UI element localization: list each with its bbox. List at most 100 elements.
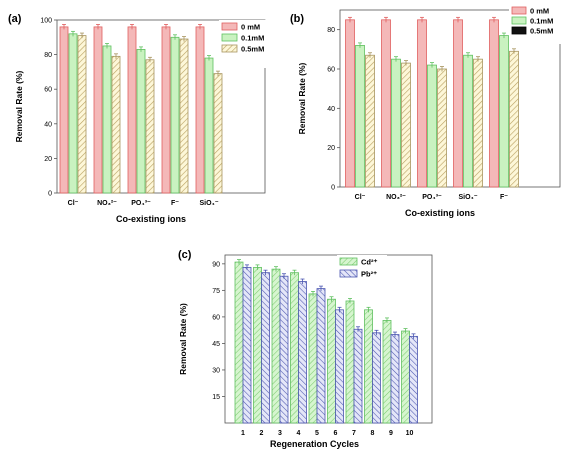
panel3-legend-label-0: Cd²⁺: [361, 258, 377, 267]
panel1-xtick-label: SiO₄⁻: [199, 200, 218, 207]
panel3-bar-Cd-9: [401, 330, 410, 424]
panel1-xlabel: Co-existing ions: [116, 214, 186, 224]
panel2-legend-label-2: 0.5mM: [530, 27, 553, 36]
panel1-bar-0.5mM-0: [77, 35, 87, 194]
panel1-ytick-label: 0: [48, 191, 52, 198]
panel3-bar-Pb-4: [316, 288, 326, 424]
panel3-bar-Cd-2: [271, 268, 281, 424]
panel2-bar-0.1mM-0: [355, 45, 365, 188]
panel2-bar-0.1mM-4: [499, 35, 509, 188]
panel2-ytick-label: 20: [327, 145, 335, 152]
panel3-ytick-label: 60: [212, 314, 220, 321]
panel2-legend-label-1: 0.1mM: [530, 17, 553, 26]
panel3-xtick-label: 4: [297, 430, 301, 437]
panel3-xlabel: Regeneration Cycles: [270, 439, 359, 449]
panel3-bar-Pb-2: [279, 275, 289, 424]
panel3-bar-Cd-4: [308, 293, 318, 424]
panel1-bar-0mM-2: [127, 26, 137, 194]
panel3-ylabel: Removal Rate (%): [178, 303, 188, 375]
panel1-bar-0.1mM-0: [68, 33, 78, 194]
panel1-bar-0.1mM-4: [204, 57, 214, 194]
panel1-bar-0mM-4: [195, 26, 205, 194]
panel3-xtick-label: 8: [371, 430, 375, 437]
panel3-ytick-label: 15: [212, 394, 220, 401]
panel2-bar-0.1mM-1: [391, 58, 401, 188]
panel1-bar-0.5mM-4: [213, 73, 223, 194]
panel2-frame: [339, 9, 561, 188]
panel2-ytick-label: 80: [327, 27, 335, 34]
panel2-bar-0mM-2: [417, 19, 427, 188]
panel2-ytick-label: 60: [327, 67, 335, 74]
panel3-bar-Pb-9: [409, 335, 418, 424]
panel2-xtick-label: Cl⁻: [355, 194, 366, 201]
panel1-bar-0.5mM-2: [145, 59, 155, 194]
panel3-bar-Pb-7: [372, 332, 381, 424]
panel2-ytick-label: 0: [331, 185, 335, 192]
panel2-legend-swatch-2: [511, 26, 527, 35]
panel3-bar-Pb-8: [390, 334, 400, 424]
panel1-ytick-label: 60: [44, 87, 52, 94]
panel3-xtick-label: 1: [241, 430, 245, 437]
panel1-legend-swatch-2: [221, 44, 238, 53]
panel1-legend-label-2: 0.5mM: [241, 45, 264, 54]
panel1-legend-swatch-1: [221, 33, 238, 42]
panel1-bar-0mM-3: [161, 26, 171, 194]
panel3-legend-swatch-1: [339, 269, 358, 278]
panel3-bar-Pb-5: [335, 309, 344, 424]
panel2-xtick-label: NO₃²⁻: [386, 194, 406, 201]
panel3-legend-label-1: Pb²⁺: [361, 270, 377, 279]
panel2-ytick-label: 40: [327, 106, 335, 113]
panel2-bar-0.5mM-2: [437, 68, 447, 188]
panel3-bar-Pb-1: [261, 272, 270, 424]
panel1-bar-0mM-0: [59, 26, 69, 194]
panel2-legend-label-0: 0 mM: [530, 7, 549, 16]
panel2-bar-0mM-0: [345, 19, 355, 188]
panel2-bar-0.5mM-1: [401, 62, 411, 188]
panel2-xlabel: Co-existing ions: [405, 208, 475, 218]
panel2-legend-swatch-1: [511, 16, 527, 25]
panel2-xtick-label: PO₄³⁻: [422, 194, 442, 201]
panel1-xtick-label: PO₄³⁻: [131, 200, 151, 207]
panel1-ylabel: Removal Rate (%): [14, 70, 24, 142]
panel1-bar-0.1mM-3: [170, 36, 180, 194]
panel3-xtick-label: 3: [278, 430, 282, 437]
panel3-bar-Cd-8: [382, 320, 392, 424]
panel1-label: (a): [8, 13, 22, 25]
panel2-bar-0mM-3: [453, 19, 463, 188]
panel2-bar-0mM-4: [489, 19, 499, 188]
panel3-legend-swatch-0: [339, 257, 358, 266]
panel3-bar-Pb-6: [353, 328, 363, 424]
panel1-ytick-label: 40: [44, 121, 52, 128]
panel2-bar-0.5mM-3: [473, 58, 483, 188]
panel1-legend-label-1: 0.1mM: [241, 34, 264, 43]
panel1-xtick-label: F⁻: [171, 200, 179, 207]
panel1-ytick-label: 100: [40, 18, 52, 25]
panel3-xtick-label: 10: [406, 430, 414, 437]
panel1-xtick-label: Cl⁻: [68, 200, 79, 207]
panel3-ytick-label: 30: [212, 367, 220, 374]
panel3-bar-Cd-5: [327, 298, 336, 424]
panel3-bar-Cd-6: [345, 300, 355, 424]
panel1-bar-0mM-1: [93, 26, 103, 194]
panel2-bar-0.5mM-0: [365, 54, 375, 188]
panel2-legend-swatch-0: [511, 6, 527, 15]
panel1-xtick-label: NO₃²⁻: [97, 200, 117, 207]
panel3-bar-Cd-3: [290, 272, 299, 424]
panel1-legend-swatch-0: [221, 22, 238, 31]
panel3-bar-Cd-7: [364, 309, 373, 424]
panel1-bar-0.1mM-1: [102, 45, 112, 194]
panel3-xtick-label: 9: [389, 430, 393, 437]
panel1-bar-0.5mM-1: [111, 55, 121, 194]
panel3-ytick-label: 75: [212, 288, 220, 295]
panel3-bar-Cd-1: [253, 266, 262, 424]
panel2-bar-0.1mM-3: [463, 54, 473, 188]
panel2-ylabel: Removal Rate (%): [297, 62, 307, 134]
panel1-frame: [56, 19, 266, 194]
panel2-bar-0mM-1: [381, 19, 391, 188]
panel1-ytick-label: 20: [44, 156, 52, 163]
panel3-xtick-label: 5: [315, 430, 319, 437]
panel1-bar-0.5mM-3: [179, 38, 189, 194]
panel3-ytick-label: 90: [212, 261, 220, 268]
